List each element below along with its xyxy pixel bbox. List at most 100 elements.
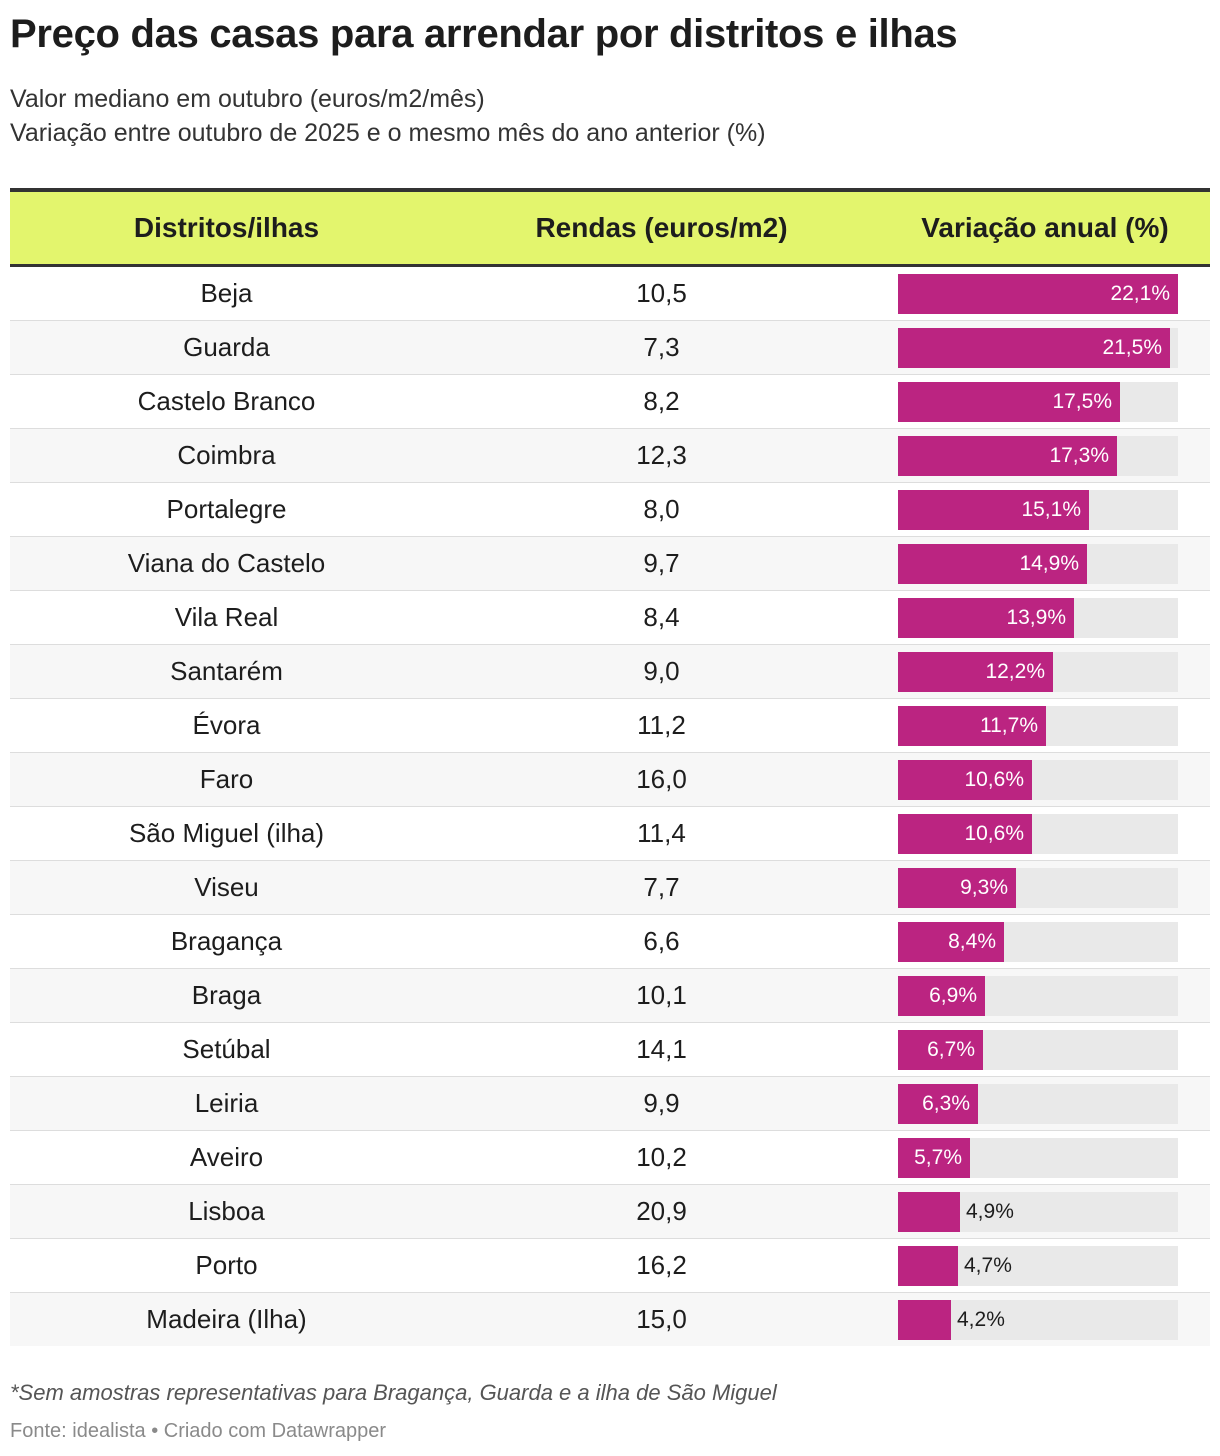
variation-bar-cell: 6,3%: [880, 1083, 1210, 1124]
variation-label: 11,7%: [980, 713, 1038, 737]
district-name: Viseu: [194, 872, 259, 902]
rent-value: 7,7: [643, 872, 680, 902]
table-row: Madeira (Ilha) 15,0 4,2%: [10, 1293, 1210, 1346]
district-name: Lisboa: [188, 1196, 265, 1226]
variation-bar: [898, 921, 1004, 962]
variation-label: 21,5%: [1102, 335, 1162, 359]
source-credit: Fonte: idealista • Criado com Datawrappe…: [10, 1420, 387, 1442]
variation-bar: [898, 273, 1178, 314]
variation-bar: [898, 705, 1046, 746]
variation-bar: [898, 381, 1120, 422]
table-row: Porto 16,2 4,7%: [10, 1239, 1210, 1293]
variation-bar: [898, 1029, 983, 1070]
chart-subtitle: Valor mediano em outubro (euros/m2/mês) …: [10, 82, 766, 150]
variation-bar-cell: 17,3%: [880, 435, 1210, 476]
table-row: Setúbal 14,1 6,7%: [10, 1023, 1210, 1077]
table-row: Beja 10,5 22,1%: [10, 267, 1210, 321]
variation-bar: [898, 1191, 960, 1232]
rent-value: 16,0: [636, 764, 687, 794]
variation-bar: [898, 489, 1089, 530]
variation-bar-cell: 15,1%: [880, 489, 1210, 530]
chart-title: Preço das casas para arrendar por distri…: [10, 12, 958, 56]
variation-bar-cell: 4,7%: [880, 1245, 1210, 1286]
district-name: São Miguel (ilha): [128, 818, 325, 848]
district-name: Santarém: [170, 656, 283, 686]
variation-label: 17,5%: [1052, 389, 1112, 413]
variation-label: 12,2%: [985, 659, 1045, 683]
variation-label: 15,1%: [1021, 497, 1081, 521]
district-name: Porto: [195, 1250, 258, 1280]
district-name: Faro: [199, 764, 254, 794]
variation-label: 13,9%: [1006, 605, 1066, 629]
district-name: Braga: [191, 980, 262, 1010]
district-name: Portalegre: [166, 494, 287, 524]
rent-value: 11,2: [637, 710, 686, 740]
table-row: Faro 16,0 10,6%: [10, 753, 1210, 807]
footnote: *Sem amostras representativas para Braga…: [10, 1380, 777, 1405]
rent-value: 10,2: [636, 1142, 687, 1172]
column-header-variation[interactable]: Variação anual (%): [921, 212, 1169, 243]
variation-bar-cell: 6,7%: [880, 1029, 1210, 1070]
variation-bar: [898, 813, 1032, 854]
rent-value: 14,1: [636, 1034, 687, 1064]
variation-bar-cell: 6,9%: [880, 975, 1210, 1016]
table-row: Coimbra 12,3 17,3%: [10, 429, 1210, 483]
table-header: Distritos/ilhas Rendas (euros/m2) Variaç…: [10, 188, 1210, 267]
variation-label: 10,6%: [964, 767, 1024, 791]
variation-bar: [898, 759, 1032, 800]
variation-label: 10,6%: [964, 821, 1024, 845]
table-row: Aveiro 10,2 5,7%: [10, 1131, 1210, 1185]
district-name: Castelo Branco: [137, 386, 316, 416]
subtitle-line-2: Variação entre outubro de 2025 e o mesmo…: [10, 119, 766, 147]
variation-label: 4,9%: [966, 1199, 1014, 1223]
table-row: Leiria 9,9 6,3%: [10, 1077, 1210, 1131]
variation-bar-cell: 14,9%: [880, 543, 1210, 584]
rent-value: 8,0: [643, 494, 680, 524]
variation-label: 22,1%: [1110, 281, 1170, 305]
variation-bar: [898, 651, 1053, 692]
column-header-rent[interactable]: Rendas (euros/m2): [535, 212, 788, 243]
table-row: Portalegre 8,0 15,1%: [10, 483, 1210, 537]
variation-bar-cell: 8,4%: [880, 921, 1210, 962]
rent-value: 9,0: [643, 656, 680, 686]
variation-label: 6,7%: [927, 1037, 975, 1061]
variation-bar: [898, 1245, 958, 1286]
table-row: Viana do Castelo 9,7 14,9%: [10, 537, 1210, 591]
rent-value: 12,3: [636, 440, 687, 470]
rent-value: 10,1: [636, 980, 687, 1010]
rent-value: 9,7: [643, 548, 680, 578]
data-table: Distritos/ilhas Rendas (euros/m2) Variaç…: [10, 188, 1210, 1346]
district-name: Bragança: [170, 926, 283, 956]
variation-label: 14,9%: [1019, 551, 1079, 575]
rent-value: 8,4: [643, 602, 680, 632]
variation-label: 6,9%: [929, 983, 977, 1007]
rent-value: 15,0: [636, 1304, 687, 1334]
variation-label: 5,7%: [914, 1145, 962, 1169]
variation-bar-cell: 9,3%: [880, 867, 1210, 908]
rent-value: 8,2: [643, 386, 680, 416]
table-row: Castelo Branco 8,2 17,5%: [10, 375, 1210, 429]
rent-value: 9,9: [643, 1088, 680, 1118]
subtitle-line-1: Valor mediano em outubro (euros/m2/mês): [10, 85, 485, 113]
variation-bar-cell: 17,5%: [880, 381, 1210, 422]
variation-bar: [898, 435, 1117, 476]
rent-value: 6,6: [643, 926, 680, 956]
variation-bar: [898, 867, 1016, 908]
variation-bar: [898, 1083, 978, 1124]
district-name: Aveiro: [189, 1142, 264, 1172]
variation-label: 17,3%: [1049, 443, 1109, 467]
variation-bar: [898, 975, 985, 1016]
table-body: Beja 10,5 22,1% Guarda 7,3 21,5% Castelo Branc…: [10, 267, 1210, 1346]
district-name: Guarda: [183, 332, 270, 362]
variation-bar-cell: 10,6%: [880, 813, 1210, 854]
table-row: Guarda 7,3 21,5%: [10, 321, 1210, 375]
variation-label: 6,3%: [922, 1091, 970, 1115]
variation-bar-cell: 13,9%: [880, 597, 1210, 638]
variation-label: 9,3%: [960, 875, 1008, 899]
variation-bar: [898, 597, 1074, 638]
rent-value: 7,3: [643, 332, 680, 362]
variation-bar-cell: 4,2%: [880, 1299, 1210, 1340]
rent-value: 16,2: [636, 1250, 687, 1280]
variation-bar: [898, 1137, 970, 1178]
column-header-district[interactable]: Distritos/ilhas: [133, 212, 320, 243]
